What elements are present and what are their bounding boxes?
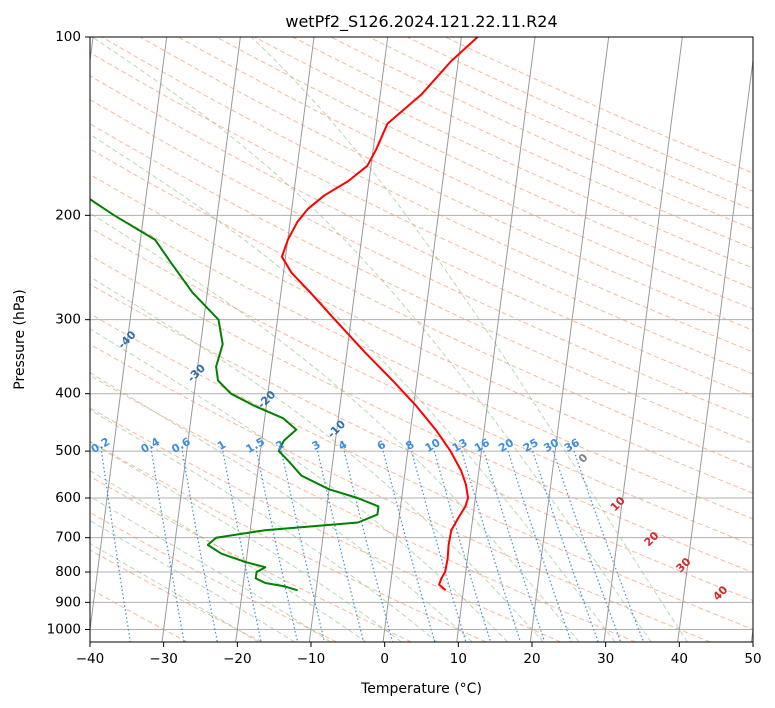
data-layer	[90, 37, 479, 592]
y-tick-label: 900	[55, 594, 81, 610]
y-tick-label: 400	[55, 386, 81, 402]
mixing-ratio-line	[343, 450, 394, 642]
moist-adiabat	[250, 37, 688, 642]
y-tick-label: 500	[55, 443, 81, 459]
y-tick-label: 700	[55, 530, 81, 546]
isotherm-line	[382, 37, 462, 642]
dry-adiabat	[216, 37, 753, 289]
x-tick-label: 0	[380, 651, 389, 667]
mixing-ratio-line	[222, 450, 262, 642]
isotherm-line	[235, 37, 315, 642]
isotherm-line	[161, 37, 241, 642]
dry-adiabat	[90, 98, 753, 421]
dry-adiabat	[368, 37, 753, 211]
moist-adiabat	[90, 328, 509, 642]
mixing-ratio-line	[280, 450, 325, 642]
moist-adiabat	[92, 37, 652, 642]
axis-layer: −40 −30 −20 −10 0 10 20 30 40 50 100 200 300 400 500 60…	[47, 29, 762, 667]
y-axis-label: Pressure (hPa)	[12, 289, 28, 389]
mixing-ratio-line	[256, 450, 299, 642]
isotherm-line	[750, 625, 753, 642]
isotherm-line	[677, 56, 753, 642]
mixing-ratio-line	[100, 451, 131, 642]
moist-adiabat	[90, 441, 402, 642]
isotherm-line	[308, 37, 389, 642]
dry-adiabat	[90, 123, 753, 445]
grid-layer	[55, 37, 753, 642]
x-tick-label: 30	[597, 651, 614, 667]
moist-adiabat	[90, 520, 295, 642]
temperature-profile-line	[280, 37, 479, 592]
moist-adiabat	[90, 276, 544, 642]
mixing-ratio-line	[411, 450, 467, 642]
mixing-ratio-line	[382, 450, 436, 642]
x-tick-label: 40	[671, 651, 688, 667]
mixing-ratio-line	[461, 450, 522, 642]
y-tick-label: 200	[55, 207, 81, 223]
plot-background	[90, 37, 753, 642]
dry-adiabat	[90, 511, 337, 642]
dry-adiabat	[90, 283, 753, 602]
mixing-ratio-line	[55, 451, 81, 642]
isotherm-label: -60	[0, 233, 4, 256]
moist-adiabat	[90, 212, 580, 642]
x-tick-label: 10	[450, 651, 467, 667]
isotherm-line	[456, 37, 536, 642]
mixing-ratio-line	[483, 450, 546, 642]
mixing-ratio-line	[433, 450, 492, 642]
dry-adiabat	[90, 255, 753, 574]
moist-adiabat	[90, 542, 259, 642]
x-tick-label: 50	[744, 651, 761, 667]
dry-adiabat	[406, 37, 753, 192]
mixing-ratio-line	[507, 450, 572, 642]
dry-adiabat	[90, 407, 561, 642]
moist-adiabat	[90, 409, 438, 642]
mixing-ratio-line	[532, 450, 599, 642]
y-tick-label: 600	[55, 490, 81, 506]
y-tick-label: 100	[55, 29, 81, 45]
dry-adiabat	[254, 37, 753, 269]
dry-adiabat	[90, 441, 487, 642]
x-axis-label: Temperature (°C)	[360, 681, 482, 697]
x-tick-label: −20	[223, 651, 252, 667]
mixing-ratio-line	[552, 450, 622, 642]
x-tick-label: −40	[76, 651, 105, 667]
isotherm-line	[529, 37, 610, 642]
dry-adiabat	[177, 37, 753, 310]
isotherm-line	[603, 37, 683, 642]
isotherm-line	[90, 37, 168, 634]
moist-adiabat	[90, 372, 473, 642]
x-tick-label: 20	[523, 651, 540, 667]
dry-adiabat	[101, 37, 753, 353]
y-tick-label: 1000	[47, 621, 81, 637]
moist-adiabat	[90, 470, 367, 642]
dry-adiabat	[90, 148, 753, 469]
dry-adiabat	[90, 374, 636, 642]
y-tick-label: 300	[55, 312, 81, 328]
x-tick-label: −30	[149, 651, 178, 667]
mixing-ratio-line	[317, 450, 365, 642]
dry-adiabat	[90, 52, 753, 375]
y-tick-label: 800	[55, 564, 81, 580]
x-tick-label: −10	[297, 651, 326, 667]
dry-adiabat	[90, 227, 753, 546]
dry-adiabat	[445, 37, 753, 174]
isotherm-label: -50	[49, 276, 72, 299]
chart-title: wetPf2_S126.2024.121.22.11.R24	[285, 12, 557, 32]
dewpoint-profile-line	[90, 198, 380, 592]
plot-frame	[89, 36, 754, 643]
